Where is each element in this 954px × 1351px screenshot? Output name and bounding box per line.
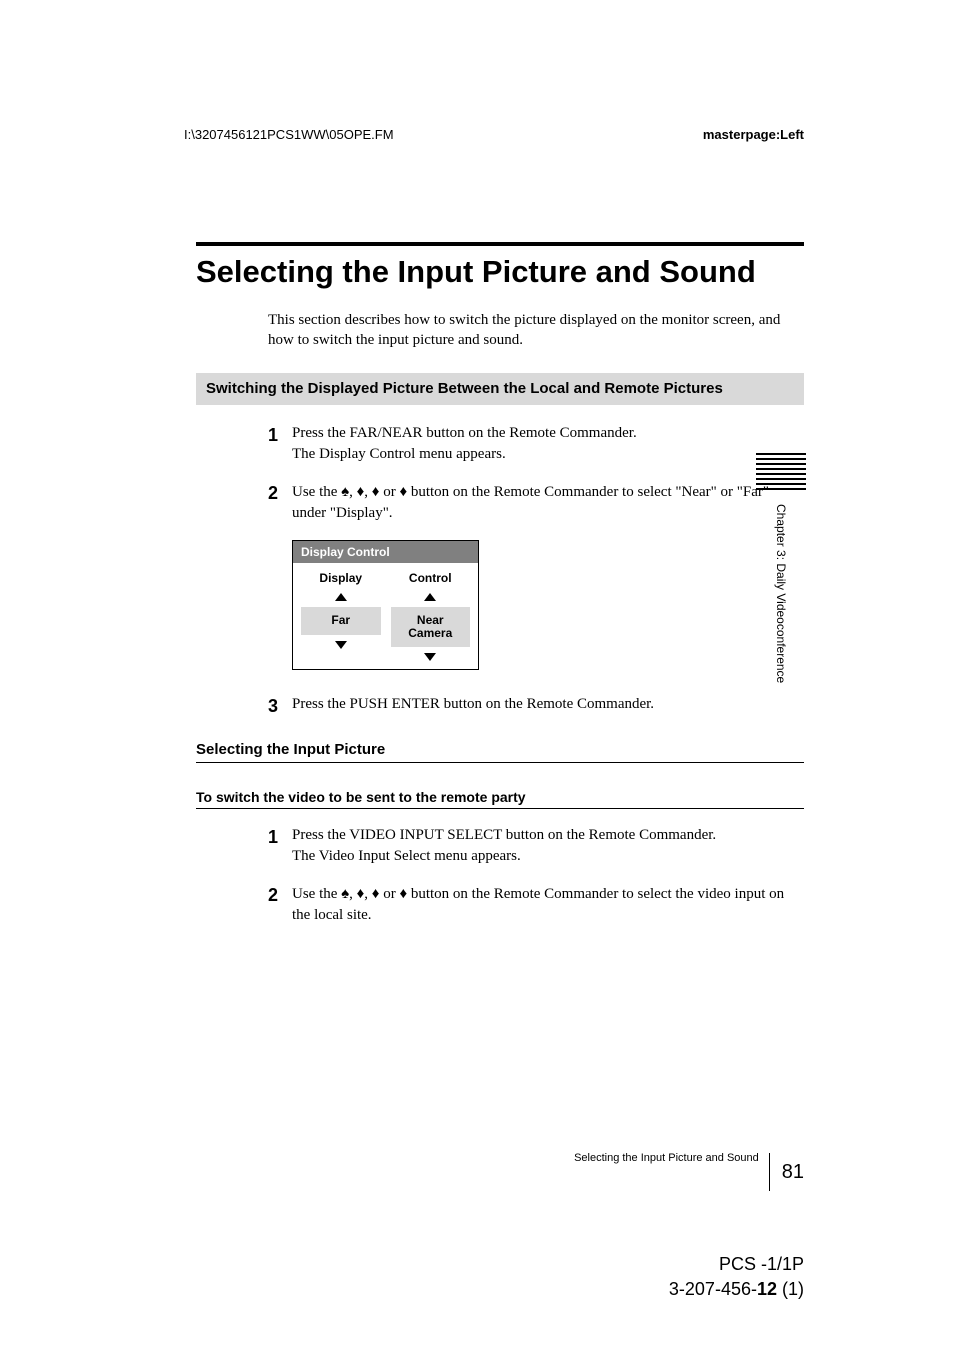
page-title: Selecting the Input Picture and Sound (196, 254, 804, 290)
page-number: 81 (774, 1161, 804, 1183)
section-heading-switching: Switching the Displayed Picture Between … (196, 373, 804, 405)
doc-number: 3-207-456-12 (1) (669, 1277, 804, 1301)
footer-section-title: Selecting the Input Picture and Sound (574, 1153, 770, 1191)
step-text: Press the PUSH ENTER button on the Remot… (292, 694, 804, 719)
step-text: Press the VIDEO INPUT SELECT button on t… (292, 825, 804, 867)
chapter-label: Chapter 3: Daily Videoconference (774, 504, 788, 683)
step-item: 3 Press the PUSH ENTER button on the Rem… (268, 694, 804, 719)
step-number: 1 (268, 423, 292, 465)
arrow-up-icon (335, 593, 347, 601)
menu-title: Display Control (293, 541, 478, 563)
step-line: Press the FAR/NEAR button on the Remote … (292, 425, 637, 441)
file-path: I:\3207456121PCS1WW\05OPE.FM (184, 127, 394, 142)
page-header: I:\3207456121PCS1WW\05OPE.FM masterpage:… (184, 127, 804, 142)
step-line: Use the ♠, ♦, ♦ or ♦ button on the Remot… (292, 886, 784, 923)
arrow-down-icon (424, 653, 436, 661)
intro-paragraph: This section describes how to switch the… (268, 310, 804, 351)
step-line: Press the PUSH ENTER button on the Remot… (292, 696, 654, 712)
step-line: The Video Input Select menu appears. (292, 848, 521, 864)
column-label: Control (391, 571, 471, 585)
document-codes: PCS -1/1P 3-207-456-12 (1) (669, 1252, 804, 1301)
decorative-lines (756, 453, 806, 490)
side-decoration: Chapter 3: Daily Videoconference (756, 453, 806, 683)
sub-heading: To switch the video to be sent to the re… (196, 789, 804, 809)
step-number: 3 (268, 694, 292, 719)
model-code: PCS -1/1P (669, 1252, 804, 1276)
title-rule (196, 242, 804, 246)
subsection-heading: Selecting the Input Picture (196, 741, 804, 763)
step-item: 2 Use the ♠, ♦, ♦ or ♦ button on the Rem… (268, 883, 804, 926)
step-text: Use the ♠, ♦, ♦ or ♦ button on the Remot… (292, 481, 804, 524)
arrow-down-icon (335, 641, 347, 649)
step-item: 1 Press the VIDEO INPUT SELECT button on… (268, 825, 804, 867)
step-number: 2 (268, 481, 292, 524)
control-value: Near Camera (391, 607, 471, 647)
step-item: 2 Use the ♠, ♦, ♦ or ♦ button on the Rem… (268, 481, 804, 524)
step-number: 1 (268, 825, 292, 867)
display-value: Far (301, 607, 381, 635)
step-line: Use the ♠, ♦, ♦ or ♦ button on the Remot… (292, 484, 769, 521)
column-label: Display (301, 571, 381, 585)
step-item: 1 Press the FAR/NEAR button on the Remot… (268, 423, 804, 465)
step-text: Use the ♠, ♦, ♦ or ♦ button on the Remot… (292, 883, 804, 926)
step-line: The Display Control menu appears. (292, 446, 506, 462)
control-column: Control Near Camera (391, 571, 471, 661)
step-text: Press the FAR/NEAR button on the Remote … (292, 423, 804, 465)
footer: Selecting the Input Picture and Sound 81 (574, 1153, 804, 1191)
display-column: Display Far (301, 571, 381, 661)
arrow-up-icon (424, 593, 436, 601)
master-page-label: masterpage:Left (703, 127, 804, 142)
step-line: Press the VIDEO INPUT SELECT button on t… (292, 827, 716, 843)
step-number: 2 (268, 883, 292, 926)
display-control-menu: Display Control Display Far Control Near… (292, 540, 479, 670)
